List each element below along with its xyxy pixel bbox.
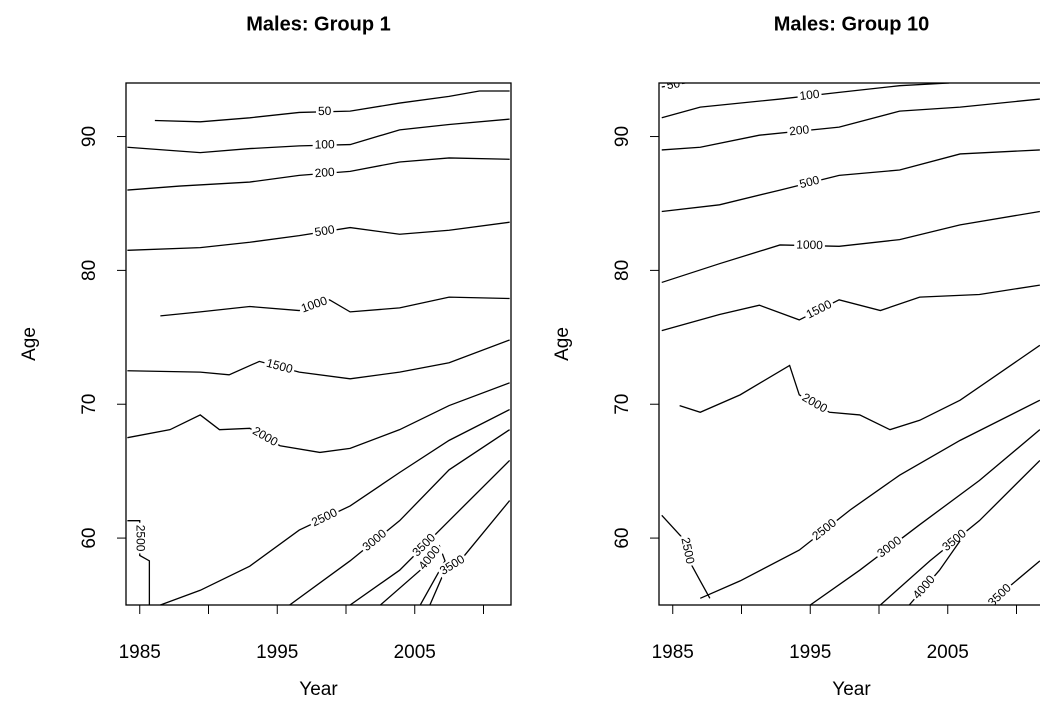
x-tick-label: 1985 (652, 642, 694, 663)
contour-label: 2500 (678, 536, 697, 565)
contour-label-group: 50 (663, 76, 684, 94)
contour-label: 50 (666, 76, 682, 92)
contour-label-group: 2500 (307, 505, 342, 531)
x-tick-label: 1985 (119, 642, 161, 663)
plot-frame (125, 82, 512, 606)
contour-label-group: 2500 (677, 534, 698, 568)
x-tick-label: 2005 (927, 642, 969, 663)
y-tick-label: 70 (612, 394, 633, 415)
contour-label-group: 2000 (248, 423, 282, 451)
contour-line (661, 284, 1040, 332)
y-tick-label: 80 (79, 260, 100, 281)
contour-label: 2500 (134, 525, 148, 552)
contour-label-group: 2500 (808, 515, 842, 546)
contour-line (160, 296, 510, 317)
contour-label: 100 (314, 137, 335, 152)
contour-label-group: 200 (312, 165, 338, 182)
x-tick-label: 1995 (256, 642, 298, 663)
contour-line (127, 520, 151, 605)
x-tick-label: 2005 (394, 642, 436, 663)
contour-label: 200 (314, 165, 335, 181)
y-tick-label: 90 (79, 126, 100, 147)
contour-label: 500 (798, 173, 821, 192)
contour-label-group: 3500 (938, 525, 971, 556)
x-tick-label: 1995 (789, 642, 831, 663)
contour-label-group: 1500 (802, 296, 837, 324)
x-axis-label: Year (299, 679, 338, 700)
y-tick-label: 60 (79, 528, 100, 549)
y-axis-label: Age (552, 327, 573, 361)
y-tick-label: 60 (612, 528, 633, 549)
contour-line (289, 429, 510, 605)
contour-label-group: 100 (312, 137, 337, 153)
contour-label-group: 50 (315, 104, 334, 120)
contour-label-group: 500 (796, 173, 823, 193)
contour-line (154, 90, 510, 123)
contour-label-group: 1000 (297, 293, 332, 317)
panel-title: Males: Group 1 (246, 13, 390, 35)
plot-frame (658, 82, 1040, 606)
contour-line (809, 429, 1040, 605)
contour-label-group: 3500 (984, 579, 1016, 605)
y-tick-label: 80 (612, 260, 633, 281)
contour-label: 200 (789, 122, 811, 138)
y-tick-label: 70 (79, 394, 100, 415)
contour-line (379, 544, 446, 605)
x-axis-label: Year (832, 679, 871, 700)
contour-label-group: 1500 (262, 356, 296, 378)
contour-label-group: 2500 (132, 522, 148, 554)
y-axis-label: Age (19, 327, 40, 361)
contour-line (679, 344, 1040, 431)
contour-label-group: 3000 (358, 525, 392, 556)
contour-label-group: 1000 (794, 237, 826, 253)
contour-label-group: 3000 (873, 532, 907, 563)
contour-label-group: 2000 (797, 389, 832, 418)
contour-line (699, 399, 1040, 599)
y-tick-label: 90 (612, 126, 633, 147)
contour-label-group: 500 (311, 222, 338, 241)
contour-line (127, 382, 510, 454)
contour-label: 500 (314, 222, 336, 239)
contour-line (127, 339, 510, 380)
contour-label: 1000 (796, 237, 823, 252)
contour-label: 100 (799, 87, 821, 103)
contour-line (661, 149, 1040, 213)
contour-line (661, 210, 1040, 284)
panel-title: Males: Group 10 (774, 13, 930, 35)
contour-label: 1500 (265, 356, 295, 377)
contour-label: 50 (318, 104, 332, 118)
contour-line (661, 98, 1040, 151)
contour-label-group: 200 (786, 122, 812, 140)
contour-label-group: 100 (796, 87, 823, 105)
